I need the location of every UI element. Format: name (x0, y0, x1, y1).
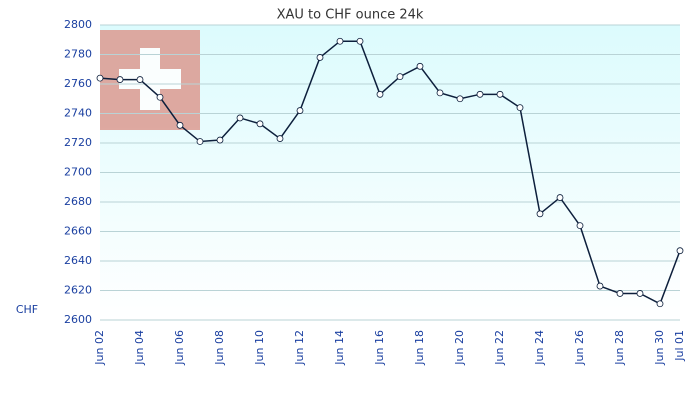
point (256, 120, 264, 128)
point (496, 90, 504, 98)
x-tick-label: Jun 14 (333, 330, 346, 366)
y-tick-label: 2760 (64, 77, 92, 90)
y-tick-label: 2740 (64, 107, 92, 120)
y-tick-label: 2780 (64, 48, 92, 61)
point (116, 76, 124, 83)
y-axis-label: CHF (16, 303, 38, 316)
x-tick-label: Jun 24 (533, 330, 546, 366)
x-tick-label: Jun 28 (613, 330, 626, 366)
point (676, 247, 684, 255)
y-tick-label: 2720 (64, 136, 92, 149)
point (356, 37, 364, 45)
point (316, 54, 324, 61)
x-tick-label: Jun 30 (653, 330, 666, 366)
point (136, 76, 144, 83)
point (476, 90, 484, 98)
point (196, 138, 204, 145)
point (376, 90, 384, 98)
flag (100, 30, 200, 130)
point (596, 282, 604, 290)
x-tick-label: Jul 01 (673, 330, 686, 362)
point (296, 107, 304, 114)
point (656, 300, 664, 308)
point (516, 104, 524, 111)
y-tick-label: 2640 (64, 254, 92, 267)
y-tick-label: 2800 (64, 18, 92, 31)
x-tick-label: Jun 02 (93, 330, 106, 366)
y-tick-label: 2600 (64, 313, 92, 326)
x-tick-label: Jun 20 (453, 330, 466, 366)
point (96, 74, 104, 82)
y-tick-label: 2700 (64, 166, 92, 179)
point (236, 114, 244, 122)
y-tick-label: 2660 (64, 225, 92, 238)
point (176, 121, 184, 129)
x-tick-label: Jun 16 (373, 330, 386, 366)
point (216, 136, 224, 144)
x-tick-label: Jun 10 (253, 330, 266, 366)
point (436, 89, 444, 97)
point (456, 95, 464, 103)
x-tick-label: Jun 26 (573, 330, 586, 366)
point (336, 37, 344, 45)
point (396, 73, 404, 81)
x-tick-label: Jun 12 (293, 330, 306, 366)
y-tick-label: 2680 (64, 195, 92, 208)
x-tick-label: Jun 04 (133, 330, 146, 366)
point (636, 290, 644, 297)
y-tick-label: 2620 (64, 284, 92, 297)
point (576, 222, 584, 230)
point (156, 93, 164, 101)
x-tick-label: Jun 22 (493, 330, 506, 366)
x-tick-label: Jun 06 (173, 330, 186, 366)
chart-title: XAU to CHF ounce 24k (277, 8, 424, 23)
point (556, 194, 564, 201)
x-tick-label: Jun 08 (213, 330, 226, 366)
point (616, 290, 624, 297)
line (99, 40, 681, 305)
point (416, 62, 424, 70)
x-tick-label: Jun 18 (413, 330, 426, 366)
point (276, 135, 284, 142)
point (536, 210, 544, 218)
